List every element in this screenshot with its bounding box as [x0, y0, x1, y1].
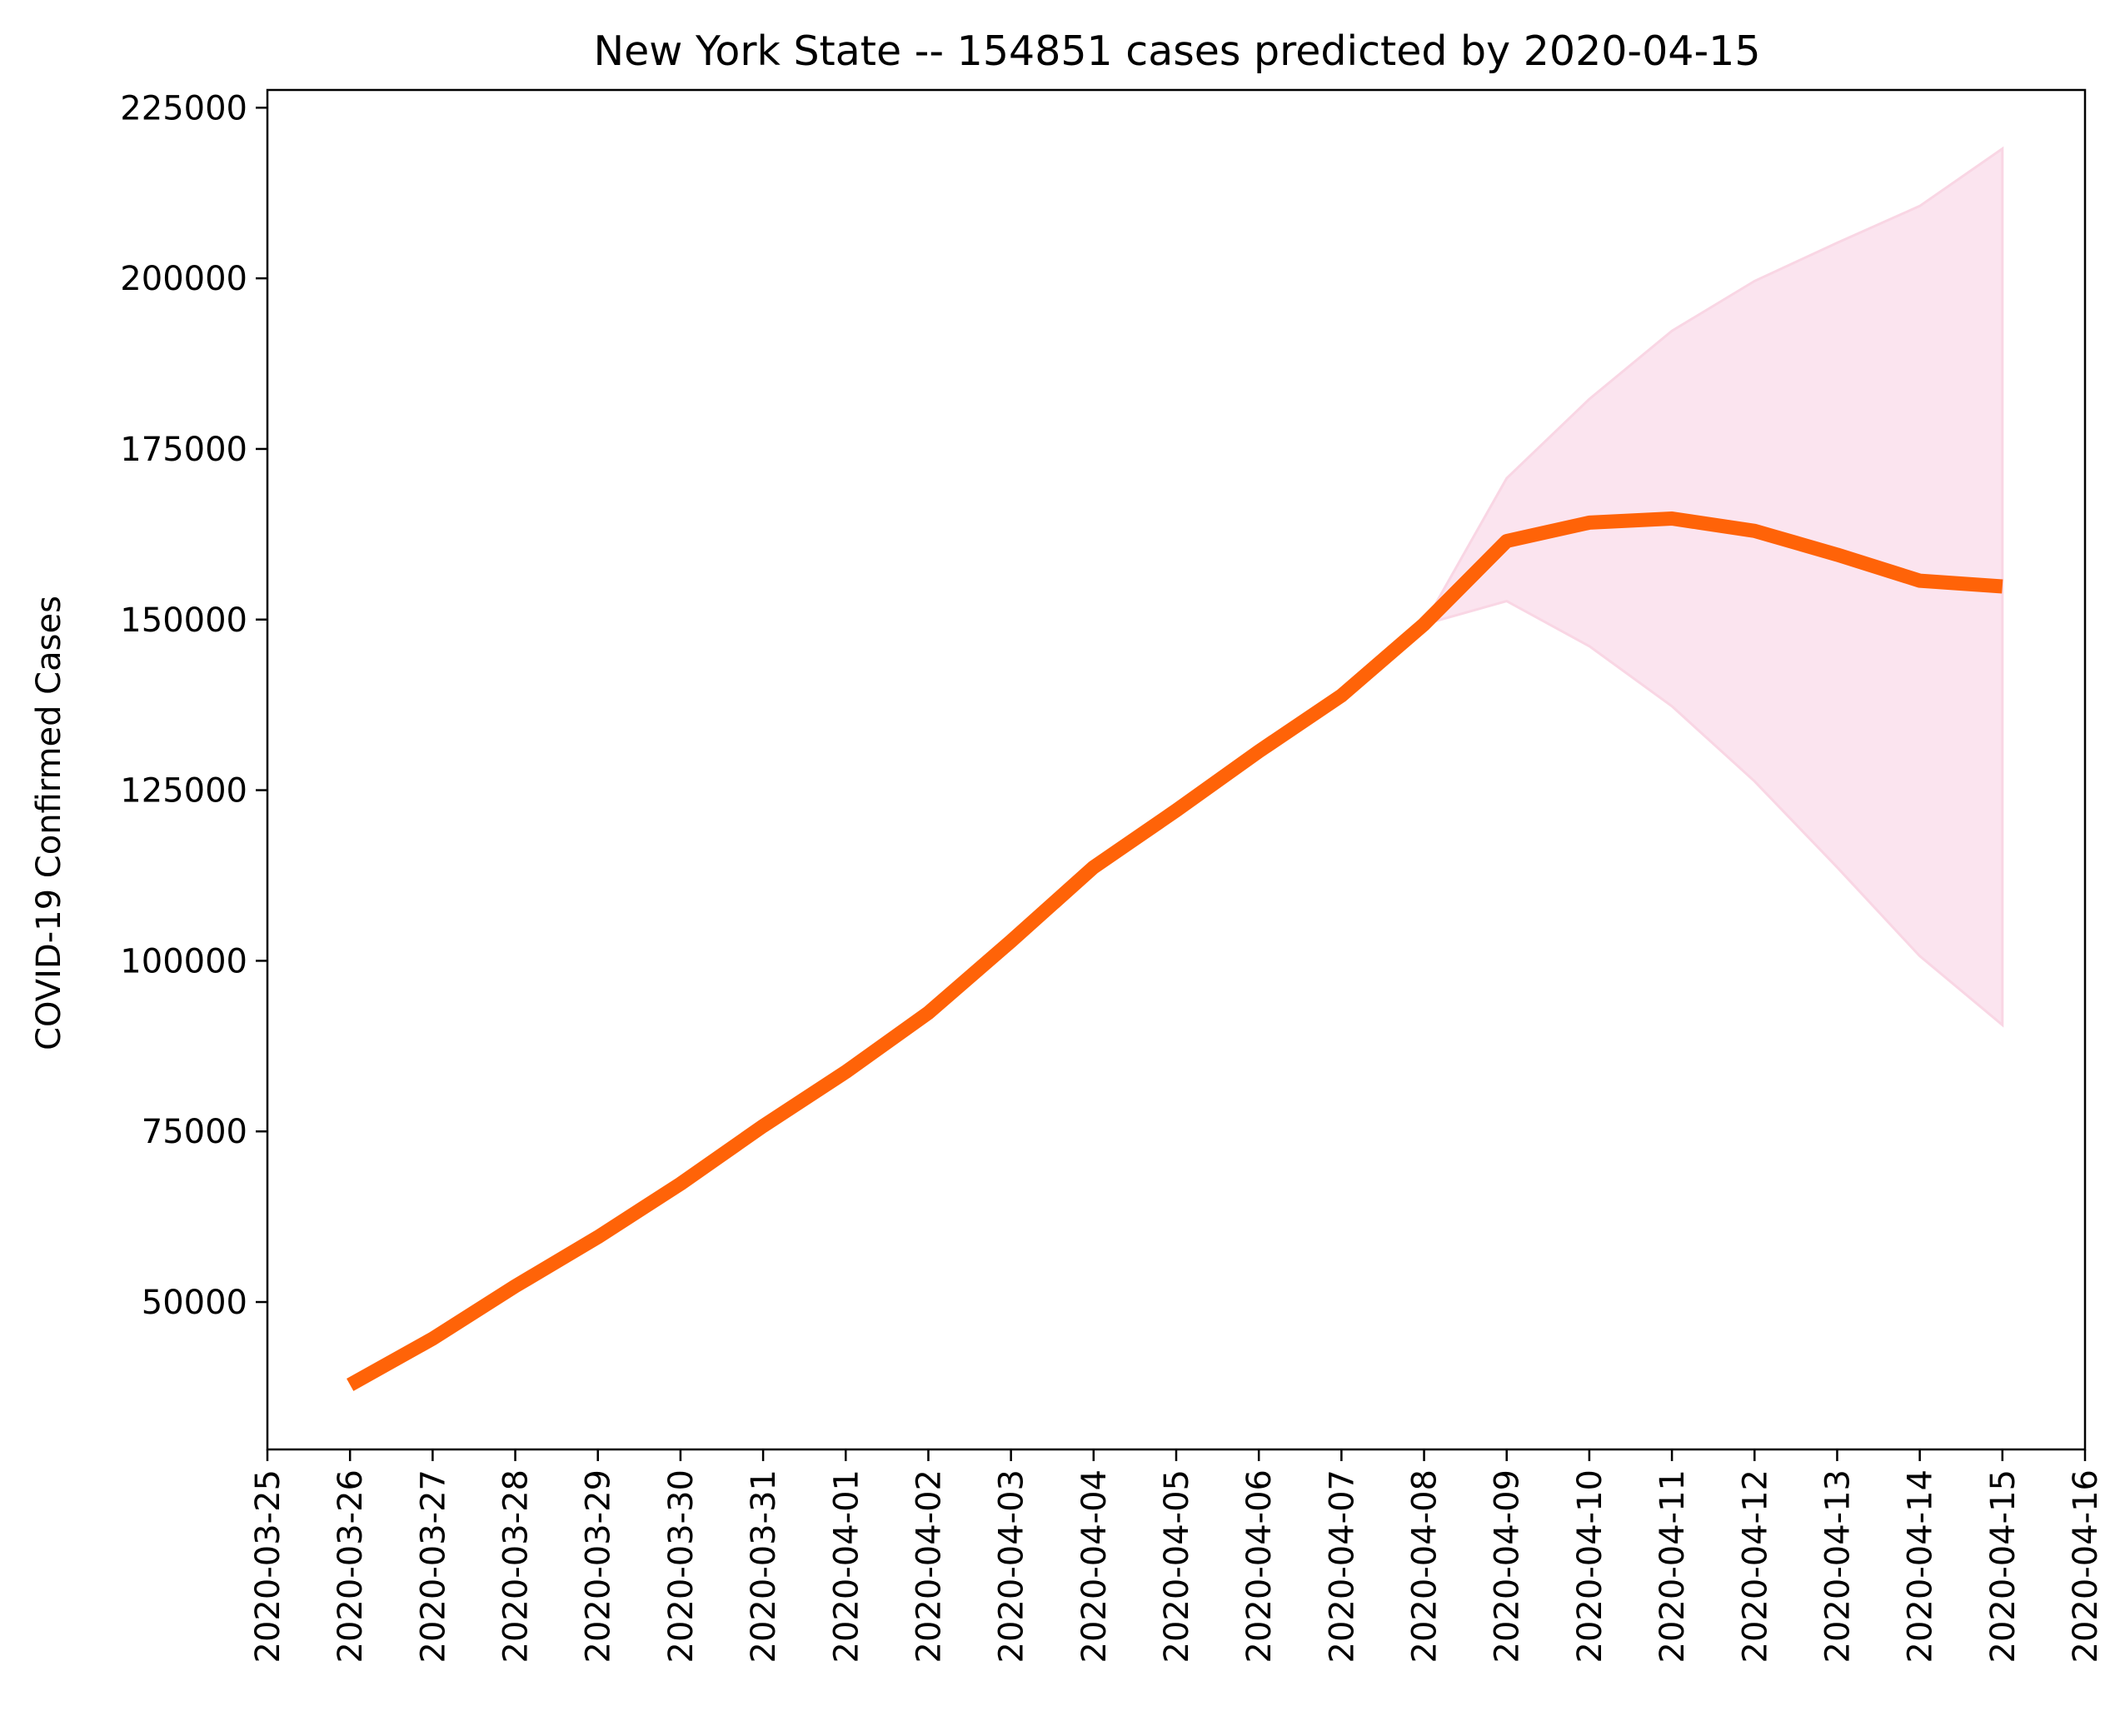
x-tick-label: 2020-04-06: [1240, 1469, 1279, 1663]
x-tick-label: 2020-03-27: [414, 1469, 452, 1663]
x-tick-label: 2020-04-14: [1902, 1469, 1940, 1663]
axes: 50000 75000 100000 125000 150000 175000 200000…: [120, 88, 2105, 1663]
x-tick-label: 2020-04-05: [1158, 1469, 1196, 1663]
x-tick-label: 2020-04-13: [1819, 1469, 1858, 1663]
plot-area: [347, 146, 2004, 1391]
series-line: [347, 511, 2003, 1391]
x-tick-label: 2020-04-07: [1323, 1469, 1361, 1663]
x-tick-label: 2020-04-02: [910, 1469, 949, 1663]
x-tick-label: 2020-04-04: [1075, 1469, 1114, 1663]
x-tick-label: 2020-04-08: [1406, 1469, 1444, 1663]
confidence-band: [1421, 146, 2004, 1028]
y-tick-label: 200000: [120, 260, 247, 298]
x-tick-label: 2020-04-10: [1571, 1469, 1609, 1663]
y-tick-label: 150000: [120, 601, 247, 640]
x-tick-label: 2020-03-29: [580, 1469, 618, 1663]
x-tick-label: 2020-04-15: [1984, 1469, 2023, 1663]
y-tick-label: 175000: [120, 431, 247, 469]
x-tick-label: 2020-03-30: [662, 1469, 701, 1663]
x-tick-label: 2020-04-01: [827, 1469, 865, 1663]
x-tick-label: 2020-03-31: [745, 1469, 783, 1663]
chart-title: New York State -- 154851 cases predicted…: [594, 27, 1761, 75]
x-tick-label: 2020-03-28: [497, 1469, 536, 1663]
x-tick-label: 2020-04-12: [1736, 1469, 1774, 1663]
x-tick-label: 2020-04-09: [1489, 1469, 1527, 1663]
y-tick-label: 50000: [142, 1284, 247, 1322]
y-tick-label: 100000: [120, 942, 247, 980]
y-tick-label: 75000: [142, 1113, 247, 1151]
x-tick-label: 2020-03-25: [249, 1469, 287, 1663]
y-tick-label: 125000: [120, 772, 247, 811]
x-tick-label: 2020-04-16: [2067, 1469, 2105, 1663]
y-axis-label: COVID-19 Confirmed Cases: [30, 596, 68, 1050]
y-tick-label: 225000: [120, 89, 247, 127]
x-tick-label: 2020-04-03: [993, 1469, 1031, 1663]
x-tick-label: 2020-03-26: [332, 1469, 370, 1663]
x-tick-label: 2020-04-11: [1654, 1469, 1692, 1663]
